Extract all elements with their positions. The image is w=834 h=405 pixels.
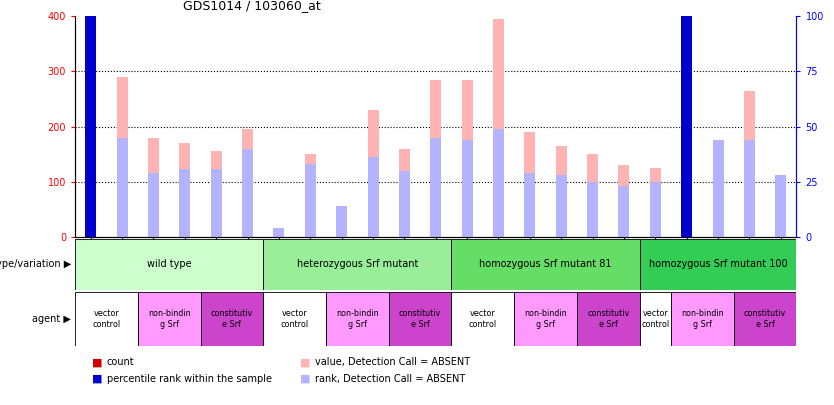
Bar (577, 292, 640, 346)
Bar (85, 0, 96, 237)
Text: ■: ■ (300, 358, 311, 367)
Text: ■: ■ (92, 358, 103, 367)
Bar (555, 175, 567, 237)
Bar (619, 186, 630, 237)
Text: non-bindin
g Srf: non-bindin g Srf (336, 309, 379, 328)
Text: vector
control: vector control (641, 309, 670, 328)
Bar (525, 132, 535, 237)
Bar (117, 138, 128, 237)
Bar (681, 74, 692, 237)
Bar (179, 143, 190, 237)
Bar (274, 228, 284, 237)
Bar (712, 143, 724, 237)
Text: count: count (107, 358, 134, 367)
Bar (389, 292, 451, 346)
Bar (211, 168, 222, 237)
Bar (368, 110, 379, 237)
Bar (462, 80, 473, 237)
Text: homozygous Srf mutant 81: homozygous Srf mutant 81 (480, 259, 612, 269)
Bar (274, 231, 284, 237)
Bar (368, 158, 379, 237)
Bar (734, 292, 796, 346)
Text: ■: ■ (300, 374, 311, 384)
Bar (75, 239, 264, 290)
Bar (179, 168, 190, 237)
Text: constitutiv
e Srf: constitutiv e Srf (211, 309, 253, 328)
Text: value, Detection Call = ABSENT: value, Detection Call = ABSENT (315, 358, 470, 367)
Text: agent ▶: agent ▶ (32, 314, 71, 324)
Bar (493, 19, 504, 237)
Bar (138, 292, 200, 346)
Text: non-bindin
g Srf: non-bindin g Srf (681, 309, 724, 328)
Bar (587, 182, 598, 237)
Text: ■: ■ (92, 374, 103, 384)
Text: wild type: wild type (147, 259, 192, 269)
Bar (211, 151, 222, 237)
Bar (399, 149, 409, 237)
Bar (148, 138, 159, 237)
Bar (148, 173, 159, 237)
Bar (304, 164, 316, 237)
Bar (430, 138, 441, 237)
Text: homozygous Srf mutant 100: homozygous Srf mutant 100 (649, 259, 787, 269)
Bar (264, 239, 451, 290)
Bar (671, 292, 734, 346)
Text: constitutiv
e Srf: constitutiv e Srf (587, 309, 630, 328)
Text: non-bindin
g Srf: non-bindin g Srf (525, 309, 567, 328)
Bar (555, 146, 567, 237)
Bar (640, 239, 796, 290)
Text: constitutiv
e Srf: constitutiv e Srf (744, 309, 786, 328)
Bar (399, 171, 409, 237)
Bar (525, 173, 535, 237)
Bar (242, 129, 253, 237)
Bar (650, 182, 661, 237)
Bar (326, 292, 389, 346)
Text: vector
control: vector control (280, 309, 309, 328)
Bar (681, 0, 692, 237)
Text: genotype/variation ▶: genotype/variation ▶ (0, 259, 71, 269)
Bar (117, 77, 128, 237)
Bar (776, 176, 786, 237)
Bar (451, 292, 515, 346)
Bar (712, 140, 724, 237)
Text: GDS1014 / 103060_at: GDS1014 / 103060_at (183, 0, 321, 12)
Text: vector
control: vector control (469, 309, 497, 328)
Bar (264, 292, 326, 346)
Bar (587, 154, 598, 237)
Bar (640, 292, 671, 346)
Text: heterozygous Srf mutant: heterozygous Srf mutant (297, 259, 418, 269)
Bar (451, 239, 640, 290)
Bar (493, 129, 504, 237)
Bar (75, 292, 138, 346)
Text: vector
control: vector control (93, 309, 120, 328)
Bar (462, 140, 473, 237)
Bar (430, 80, 441, 237)
Bar (200, 292, 264, 346)
Bar (619, 165, 630, 237)
Bar (336, 212, 347, 237)
Bar (650, 168, 661, 237)
Bar (776, 175, 786, 237)
Text: rank, Detection Call = ABSENT: rank, Detection Call = ABSENT (315, 374, 465, 384)
Bar (744, 91, 755, 237)
Bar (304, 154, 316, 237)
Bar (242, 149, 253, 237)
Bar (85, 115, 96, 237)
Text: non-bindin
g Srf: non-bindin g Srf (148, 309, 190, 328)
Bar (744, 140, 755, 237)
Bar (336, 206, 347, 237)
Bar (515, 292, 577, 346)
Text: constitutiv
e Srf: constitutiv e Srf (399, 309, 441, 328)
Text: percentile rank within the sample: percentile rank within the sample (107, 374, 272, 384)
